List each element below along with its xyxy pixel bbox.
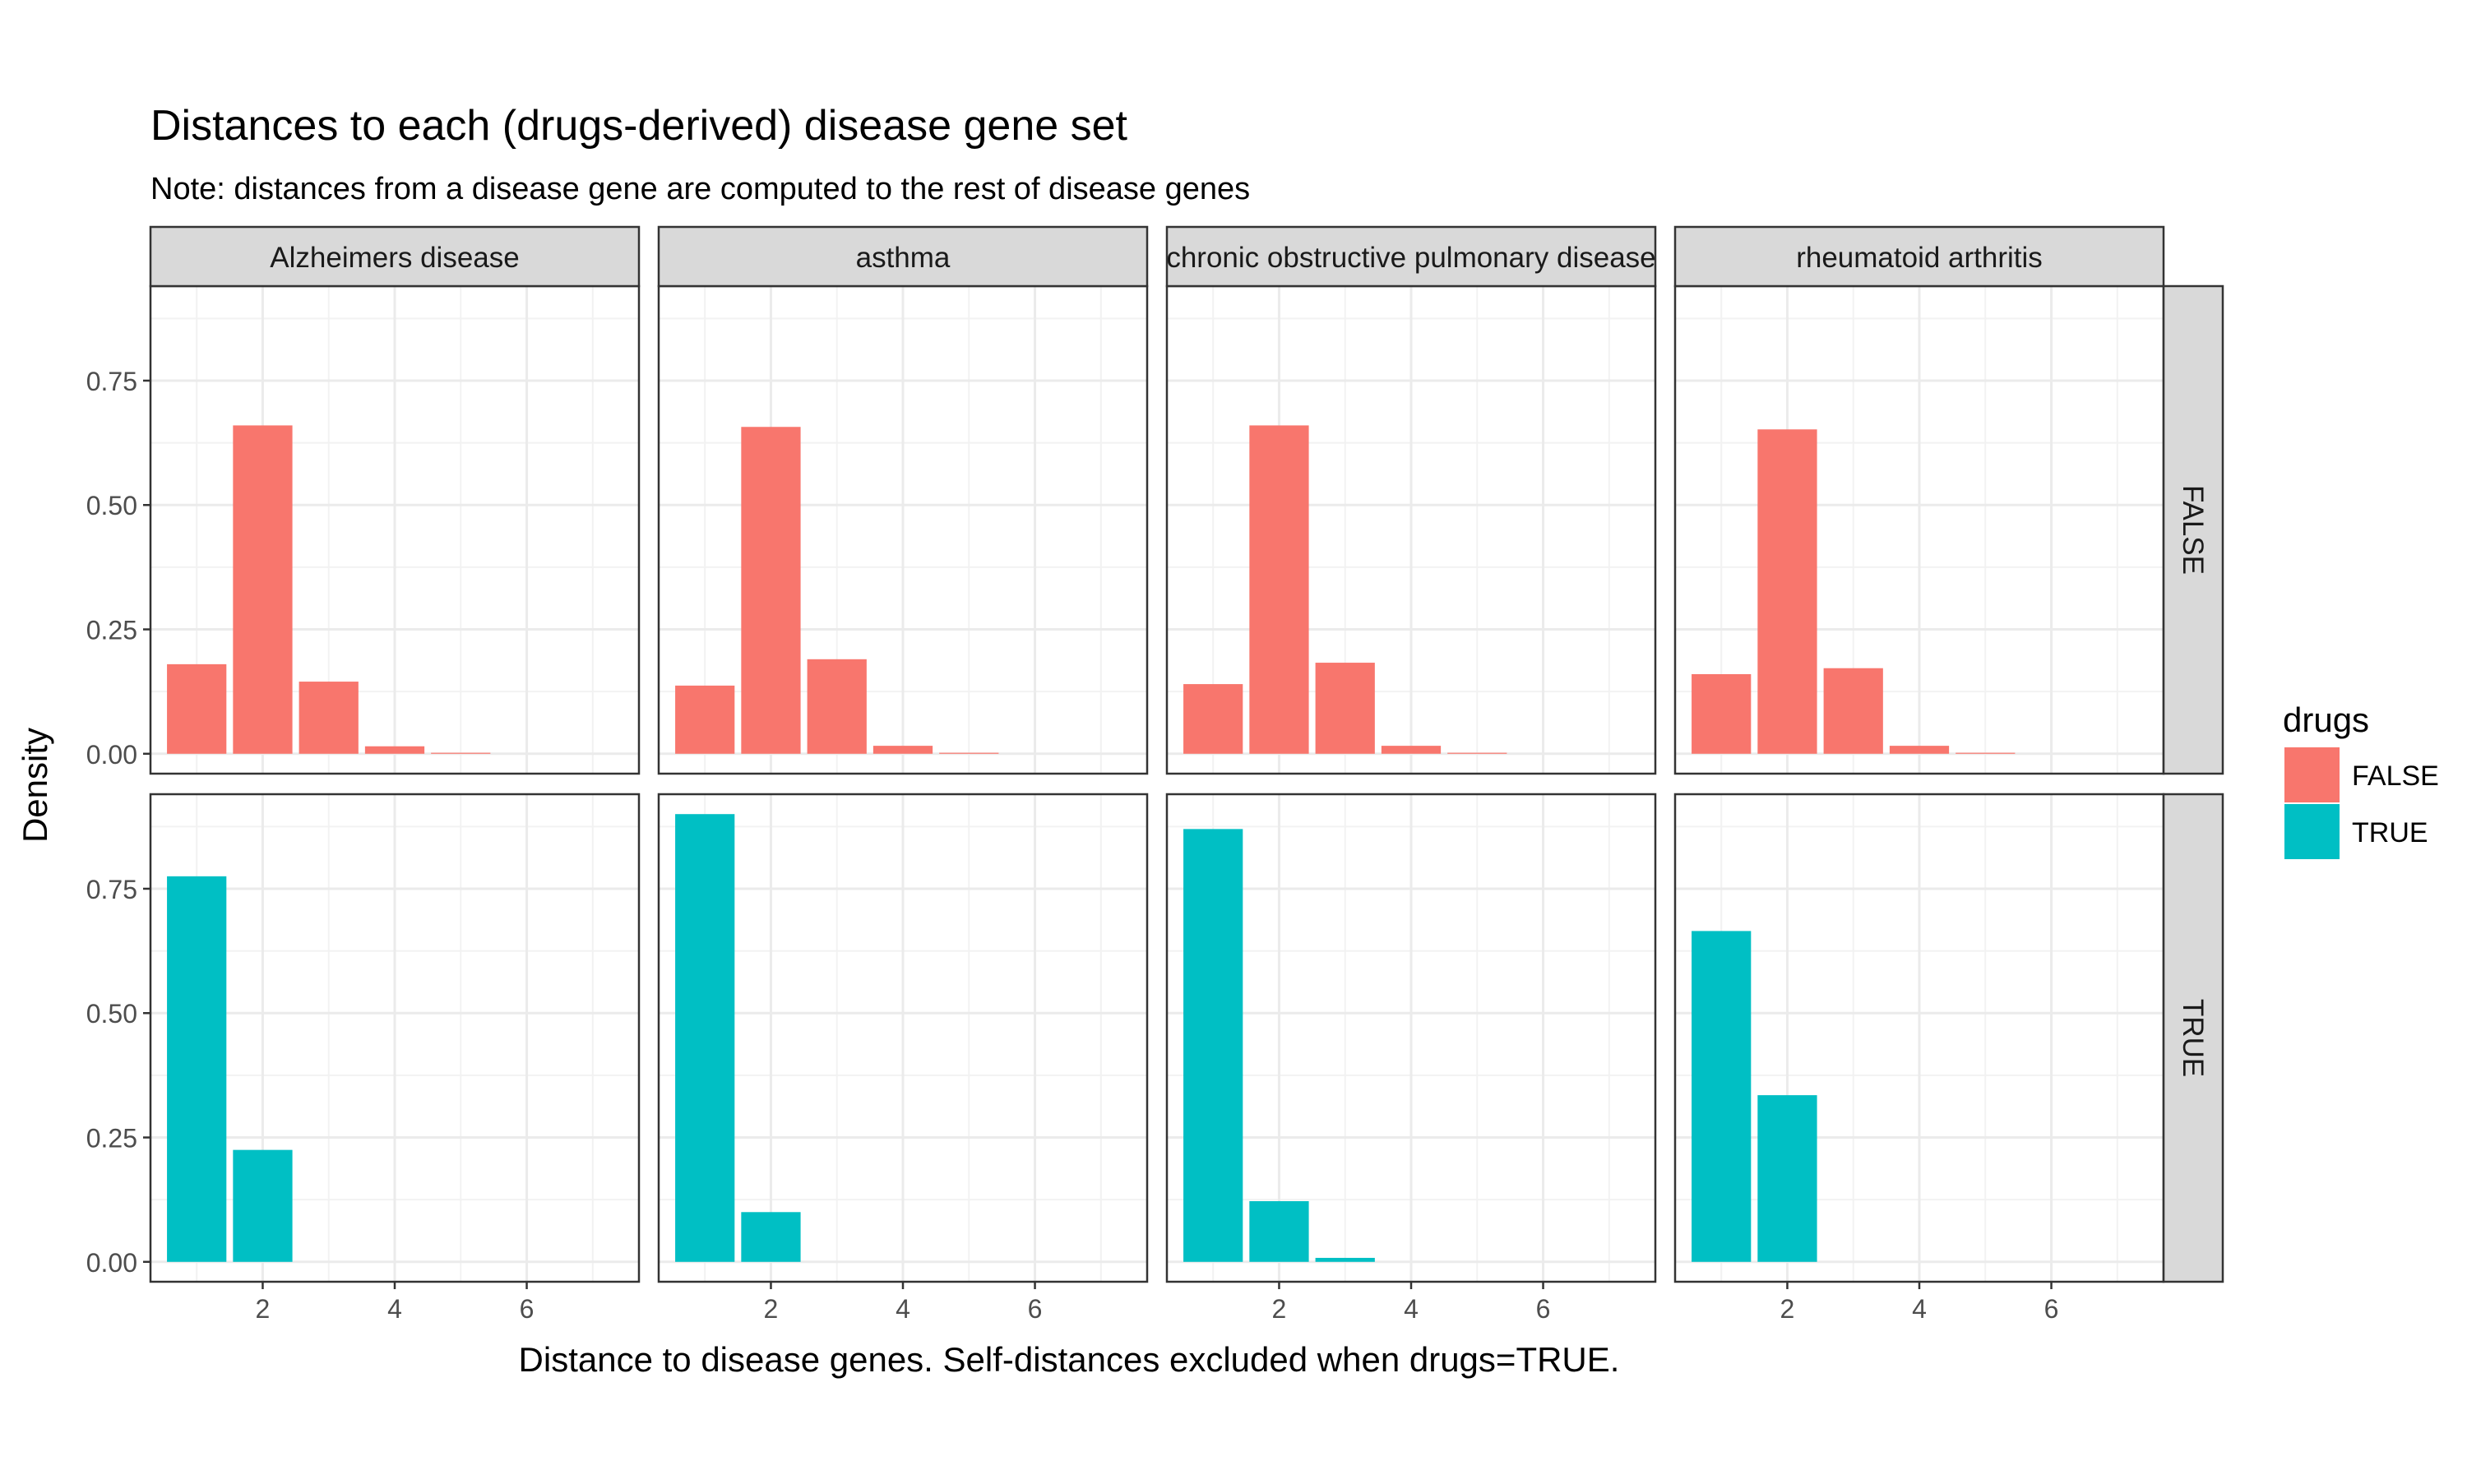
bar [364, 746, 425, 754]
facet-strip [1165, 225, 1657, 288]
bar [1889, 746, 1950, 754]
y-axis-label: Density [16, 728, 54, 843]
legend-key [2284, 804, 2340, 859]
bar [1956, 752, 2016, 754]
bar [1183, 829, 1243, 1262]
bar [1183, 684, 1243, 754]
facet-strip-label: chronic obstructive pulmonary disease [1166, 242, 1655, 274]
facet-strip [1673, 225, 2165, 288]
bar [233, 425, 293, 754]
facet-panel [1167, 794, 1655, 1282]
bar [675, 814, 735, 1262]
y-tick-label: 0.50 [86, 491, 137, 520]
bar [741, 1212, 801, 1262]
bar [1692, 673, 1752, 754]
facet-panel [150, 286, 639, 774]
bar [1315, 663, 1375, 754]
facet-strip [657, 225, 1149, 288]
bar [1249, 425, 1309, 754]
x-tick-label: 4 [1912, 1294, 1927, 1324]
facet-strip [2162, 793, 2224, 1283]
x-tick-label: 4 [387, 1294, 402, 1324]
x-tick-label: 6 [1536, 1294, 1551, 1324]
facet-panels: Alzheimers disease asthma chronic obstruct… [86, 225, 2224, 1324]
facet-strip-label: FALSE [2177, 485, 2209, 575]
bar [1692, 931, 1752, 1262]
facet-panel [1675, 286, 2164, 774]
x-tick-label: 6 [1028, 1294, 1043, 1324]
bar [431, 752, 491, 754]
bar [675, 685, 735, 754]
legend-key [2284, 747, 2340, 802]
legend-label: TRUE [2352, 817, 2428, 848]
bar [872, 746, 933, 754]
bar [807, 659, 867, 754]
x-tick-label: 2 [764, 1294, 779, 1324]
facet-strip-label: rheumatoid arthritis [1796, 242, 2043, 274]
bar [1315, 1257, 1375, 1262]
x-tick-label: 6 [2044, 1294, 2059, 1324]
bar [233, 1149, 293, 1262]
legend-label: FALSE [2352, 760, 2439, 792]
bar [1447, 752, 1507, 754]
facet-strip [2162, 284, 2224, 775]
bar [1823, 668, 1883, 754]
x-tick-label: 2 [1272, 1294, 1287, 1324]
facet-panel [150, 794, 639, 1282]
facet-strip-label: Alzheimers disease [270, 242, 519, 274]
y-tick-label: 0.00 [86, 1248, 137, 1278]
legend-title: drugs [2283, 700, 2369, 739]
y-tick-label: 0.25 [86, 1124, 137, 1153]
chart-title: Distances to each (drugs-derived) diseas… [150, 102, 1128, 150]
facet-strip-label: asthma [856, 242, 951, 274]
bar [299, 682, 359, 754]
facet-panel [659, 794, 1147, 1282]
x-tick-label: 2 [1780, 1294, 1795, 1324]
facet-panel [1167, 286, 1655, 774]
bar [1249, 1200, 1309, 1262]
y-tick-label: 0.50 [86, 999, 137, 1029]
y-tick-label: 0.00 [86, 740, 137, 770]
facet-strip-label: TRUE [2177, 999, 2209, 1077]
y-tick-label: 0.75 [86, 875, 137, 904]
y-tick-label: 0.25 [86, 616, 137, 645]
legend: drugs FALSE TRUE [2283, 700, 2439, 859]
facet-strip [149, 225, 641, 288]
bar [167, 876, 227, 1262]
bar [167, 663, 227, 754]
bar [1381, 746, 1442, 754]
x-tick-label: 6 [520, 1294, 535, 1324]
y-tick-label: 0.75 [86, 367, 137, 396]
chart-subtitle: Note: distances from a disease gene are … [150, 172, 1250, 206]
bar [741, 427, 801, 754]
bar [939, 752, 999, 754]
x-axis-label: Distance to disease genes. Self-distance… [519, 1340, 1620, 1379]
bar [1757, 429, 1817, 754]
x-tick-label: 4 [896, 1294, 910, 1324]
bar [1757, 1095, 1817, 1262]
x-tick-label: 2 [256, 1294, 271, 1324]
x-tick-label: 4 [1404, 1294, 1419, 1324]
